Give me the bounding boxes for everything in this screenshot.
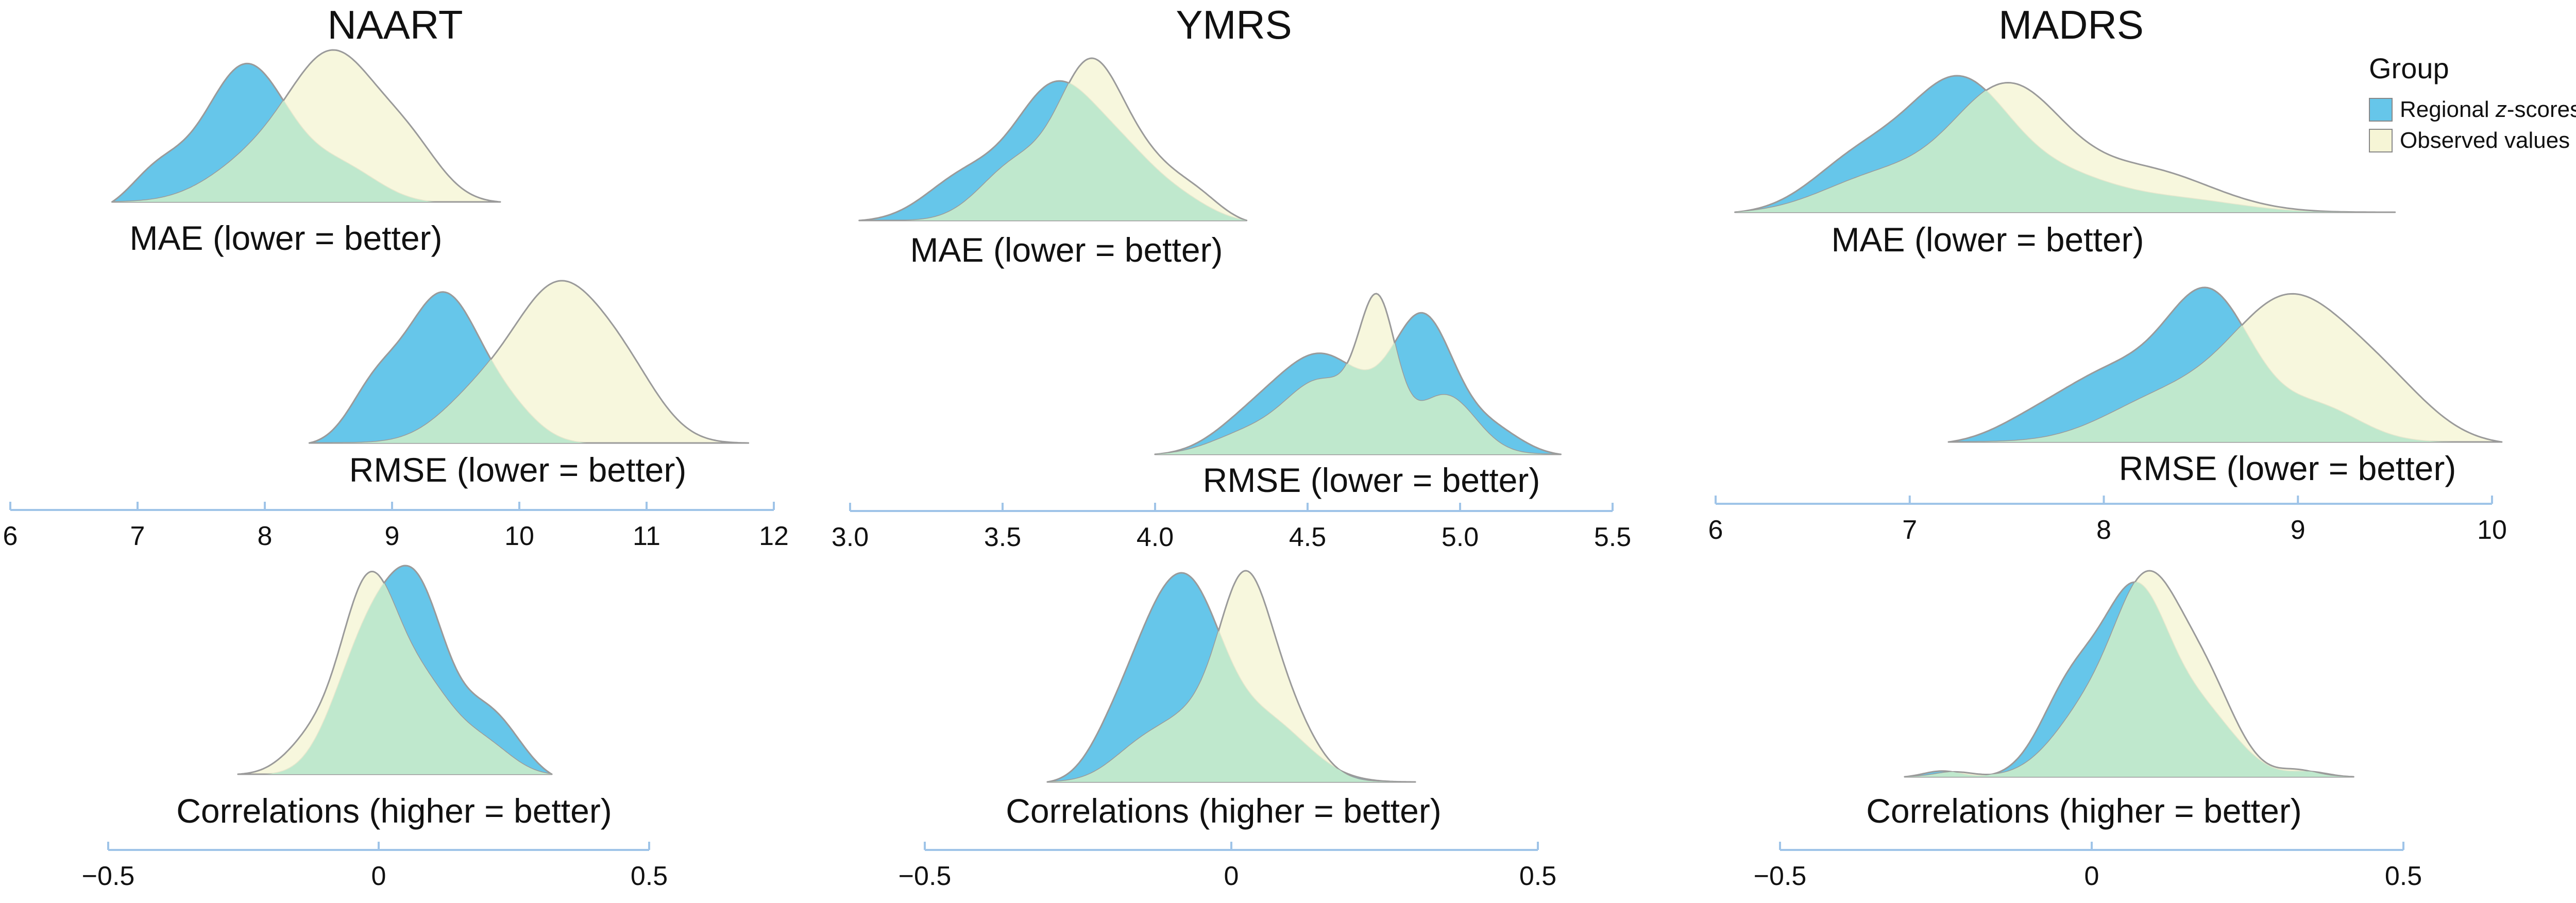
panel-title: MADRS (1998, 2, 2144, 47)
tick-label: 9 (385, 521, 400, 551)
ridge-mae (111, 49, 501, 203)
ridge-correlations (1904, 570, 2354, 778)
regional-swatch (2369, 98, 2393, 122)
overlap-region (859, 81, 1247, 220)
legend-entry-regional: Regional z-scores (2369, 94, 2576, 125)
legend: Group Regional z-scores Observed values (2369, 52, 2576, 156)
metric-label-correlations: Correlations (higher = better) (1866, 792, 2302, 830)
tick-label: 7 (1902, 515, 1917, 545)
tick-label: 3.0 (832, 522, 869, 552)
ridge-mae (1734, 75, 2396, 213)
ridge-correlations (1046, 570, 1416, 783)
tick-label: 0.5 (631, 861, 668, 891)
tick-label: 0.5 (2385, 861, 2422, 891)
tick-label: 8 (258, 521, 273, 551)
tick-label: −0.5 (82, 861, 135, 891)
metric-label-rmse: RMSE (lower = better) (2119, 449, 2456, 487)
metric-label-mae: MAE (lower = better) (1831, 220, 2144, 259)
tick-label: 3.5 (984, 522, 1021, 552)
panel-naart: NAART MAE (lower = better) RMSE (lower =… (3, 2, 789, 891)
legend-label-text: Regional (2400, 97, 2496, 122)
tick-label: 12 (759, 521, 789, 551)
tick-label: 5.0 (1442, 522, 1479, 552)
tick-label: 7 (130, 521, 145, 551)
metric-label-correlations: Correlations (higher = better) (1006, 792, 1442, 830)
legend-label-suffix: -scores (2506, 97, 2576, 122)
metric-label-mae: MAE (lower = better) (910, 231, 1223, 269)
legend-label: Observed values (2400, 128, 2570, 153)
observed-values-density (111, 49, 501, 203)
ridge-mae (858, 57, 1248, 222)
tick-label: 9 (2291, 515, 2306, 545)
tick-label: 11 (633, 521, 660, 551)
panel-title: YMRS (1176, 2, 1292, 47)
tick-label: 4.5 (1289, 522, 1326, 552)
tick-label: 4.0 (1137, 522, 1174, 552)
overlap-region (1905, 582, 2354, 777)
tick-label: 6 (1708, 515, 1723, 545)
tick-label: 8 (2096, 515, 2111, 545)
panel-madrs: MADRS MAE (lower = better) RMSE (lower =… (1708, 2, 2507, 891)
panel-title: NAART (328, 2, 463, 47)
metric-label-rmse: RMSE (lower = better) (349, 451, 687, 489)
ridge-rmse (1947, 286, 2503, 443)
error-axis: 6 7 8 9 10 (1708, 496, 2507, 545)
ridge-rmse (1154, 293, 1562, 455)
overlap-region (1155, 313, 1561, 454)
tick-label: 10 (2477, 515, 2507, 545)
error-axis: 3.0 3.5 4.0 4.5 5.0 5.5 (832, 503, 1631, 552)
ridge-rmse (308, 280, 750, 444)
panel-ymrs: YMRS MAE (lower = better) RMSE (lower = … (832, 2, 1631, 891)
tick-label: 10 (504, 521, 534, 551)
tick-label: −0.5 (1754, 861, 1807, 891)
tick-label: −0.5 (899, 861, 952, 891)
correlation-axis: −0.5 0 0.5 (899, 842, 1556, 891)
tick-label: 0 (371, 861, 386, 891)
metric-label-mae: MAE (lower = better) (129, 219, 442, 257)
tick-label: 6 (3, 521, 18, 551)
legend-label-italic: z (2495, 97, 2507, 122)
metric-label-correlations: Correlations (higher = better) (176, 792, 612, 830)
error-axis: 6 7 8 9 10 11 12 (3, 502, 789, 551)
tick-label: 0.5 (1519, 861, 1556, 891)
correlation-axis: −0.5 0 0.5 (1754, 842, 2422, 891)
legend-entry-observed: Observed values (2369, 125, 2576, 156)
overlap-region (1047, 573, 1415, 782)
ridge-correlations (237, 565, 553, 775)
legend-label: Regional z-scores (2400, 97, 2576, 123)
tick-label: 0 (2084, 861, 2099, 891)
correlation-axis: −0.5 0 0.5 (82, 842, 668, 891)
tick-label: 5.5 (1594, 522, 1631, 552)
legend-title: Group (2369, 52, 2449, 84)
tick-label: 0 (1224, 861, 1239, 891)
observed-swatch (2369, 129, 2393, 152)
metric-label-rmse: RMSE (lower = better) (1203, 461, 1540, 499)
